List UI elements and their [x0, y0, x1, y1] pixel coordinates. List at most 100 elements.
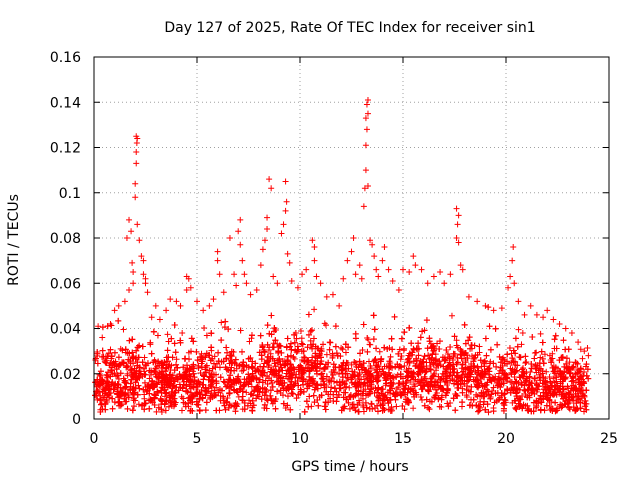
data-point [223, 366, 230, 373]
data-point [133, 376, 140, 383]
data-point [141, 379, 148, 386]
data-point [558, 393, 565, 400]
data-point [161, 393, 168, 400]
data-point [579, 355, 586, 362]
data-point [317, 360, 324, 367]
data-point [109, 395, 116, 402]
data-point [155, 404, 162, 411]
data-point [497, 359, 504, 366]
data-point [425, 386, 432, 393]
data-point [365, 391, 372, 398]
data-point [307, 376, 314, 383]
data-point [342, 362, 349, 369]
data-point [152, 365, 159, 372]
data-point [360, 408, 367, 415]
data-point [487, 346, 494, 353]
data-point [529, 334, 536, 341]
data-point [470, 364, 477, 371]
data-point [115, 317, 122, 324]
data-point [398, 353, 405, 360]
data-point [382, 394, 389, 401]
data-point [539, 355, 546, 362]
data-point [383, 394, 390, 401]
data-point [169, 383, 176, 390]
data-point [301, 408, 308, 415]
data-point [384, 345, 391, 352]
data-point [423, 317, 430, 324]
data-point [531, 349, 538, 356]
data-point [245, 371, 252, 378]
data-point [285, 366, 292, 373]
data-point [577, 366, 584, 373]
data-point [158, 408, 165, 415]
data-point [245, 355, 252, 362]
data-point [355, 408, 362, 415]
data-point [451, 333, 458, 340]
data-point [490, 404, 497, 411]
data-point [287, 361, 294, 368]
data-point [253, 375, 260, 382]
data-point [442, 357, 449, 364]
data-point [414, 370, 421, 377]
data-point [317, 354, 324, 361]
data-point [549, 364, 556, 371]
data-point [305, 383, 312, 390]
data-point [396, 346, 403, 353]
data-point [307, 328, 314, 335]
data-point [92, 356, 99, 363]
data-point [504, 375, 511, 382]
data-point [450, 361, 457, 368]
data-point [356, 370, 363, 377]
data-point [435, 373, 442, 380]
data-point [224, 349, 231, 356]
data-point [132, 356, 139, 363]
data-point [225, 376, 232, 383]
data-point [359, 395, 366, 402]
data-point [473, 374, 480, 381]
data-point [333, 350, 340, 357]
data-point [222, 318, 229, 325]
data-point [322, 322, 329, 329]
data-point [584, 345, 591, 352]
data-point [309, 380, 316, 387]
data-point [546, 374, 553, 381]
data-point [346, 405, 353, 412]
data-point [498, 390, 505, 397]
data-point [264, 381, 271, 388]
data-point [431, 381, 438, 388]
data-point [349, 373, 356, 380]
data-point [395, 350, 402, 357]
data-point [311, 386, 318, 393]
data-point [135, 401, 142, 408]
data-point [563, 355, 570, 362]
data-point [305, 403, 312, 410]
data-point [305, 331, 312, 338]
data-point [328, 368, 335, 375]
data-point [284, 335, 291, 342]
data-point [399, 403, 406, 410]
data-point [134, 359, 141, 366]
data-point [504, 360, 511, 367]
data-point [518, 381, 525, 388]
data-point [379, 386, 386, 393]
data-point [263, 359, 270, 366]
data-point [504, 386, 511, 393]
data-point [186, 394, 193, 401]
data-point [421, 402, 428, 409]
data-point [306, 393, 313, 400]
data-point [575, 376, 582, 383]
data-point [226, 360, 233, 367]
data-point [406, 324, 413, 331]
data-point [479, 373, 486, 380]
data-point [141, 406, 148, 413]
data-point [499, 355, 506, 362]
data-point [581, 400, 588, 407]
data-point [109, 371, 116, 378]
data-point [498, 367, 505, 374]
data-point [147, 396, 154, 403]
data-point [298, 335, 305, 342]
data-point [322, 399, 329, 406]
data-point [115, 381, 122, 388]
data-point [155, 358, 162, 365]
data-point [332, 364, 339, 371]
